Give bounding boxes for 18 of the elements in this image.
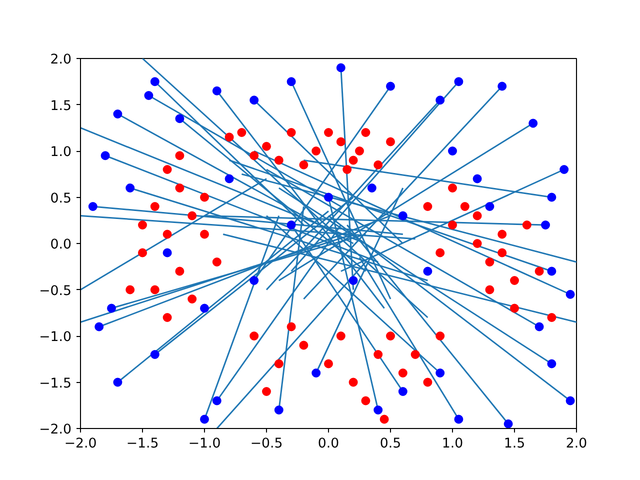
y-tick-label: 0.0 [50,238,72,252]
y-tick-label: −2.0 [39,422,72,438]
y-tick-label: 2.0 [50,52,72,68]
x-tick-label: −1.0 [188,436,221,452]
x-tick-label: −1.5 [126,436,159,452]
x-tick-label: 0.5 [380,436,402,452]
x-tick-label: −0.5 [250,436,283,452]
y-tick-label: −1.5 [39,376,72,392]
y-tick-label: 0.5 [50,191,72,206]
x-tick-label: 1.0 [442,436,464,452]
y-tick-label: 1.0 [50,145,72,160]
x-tick-label: −2.0 [64,436,97,452]
x-tick-label: 0.0 [318,436,340,452]
y-tick-label: 1.5 [50,98,72,114]
x-tick-label: 2.0 [566,436,588,452]
x-tick-label: 1.5 [504,436,526,452]
y-tick-label: −0.5 [39,284,72,299]
y-tick-label: −1.0 [39,330,72,345]
